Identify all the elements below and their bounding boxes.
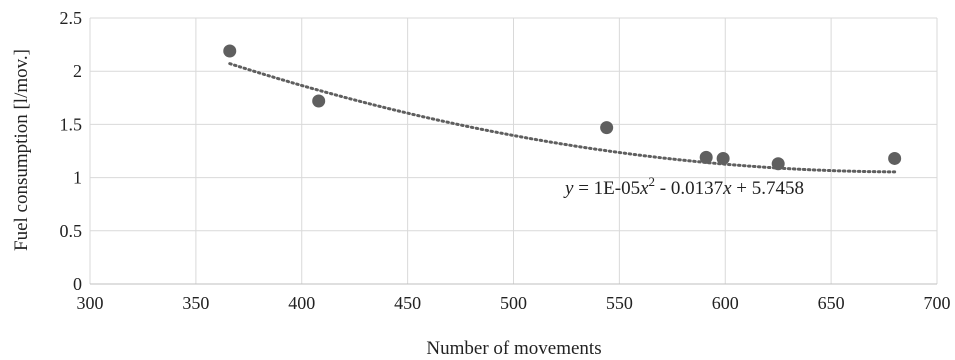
y-axis-title: Fuel consumption [l/mov.] <box>11 49 32 251</box>
tick-labels: 300 350 400 450 500 550 600 650 700 0 0.5 1 1.5 2 2.5 <box>60 8 951 313</box>
data-point-4 <box>716 151 730 165</box>
x-tick-label-3: 450 <box>394 293 421 313</box>
trendline-group <box>228 62 897 174</box>
y-tick-label-5: 2.5 <box>60 8 83 28</box>
x-tick-label-4: 500 <box>500 293 527 313</box>
x-tick-label-1: 350 <box>182 293 209 313</box>
trendline-path <box>228 62 897 174</box>
gridlines <box>89 17 938 284</box>
y-tick-label-2: 1 <box>73 168 82 188</box>
y-tick-label-3: 1.5 <box>60 114 83 134</box>
x-tick-label-7: 650 <box>818 293 845 313</box>
data-points <box>223 44 902 171</box>
data-point-3 <box>699 150 713 164</box>
data-point-5 <box>771 157 785 171</box>
x-tick-label-0: 300 <box>77 293 104 313</box>
x-tick-label-2: 400 <box>288 293 315 313</box>
x-tick-label-5: 550 <box>606 293 633 313</box>
data-point-0 <box>223 44 237 58</box>
y-tick-label-1: 0.5 <box>60 221 83 241</box>
data-point-1 <box>312 94 326 108</box>
y-tick-label-4: 2 <box>73 61 82 81</box>
x-tick-label-8: 700 <box>924 293 951 313</box>
data-point-6 <box>888 151 902 165</box>
x-tick-label-6: 600 <box>712 293 739 313</box>
data-point-2 <box>600 121 614 135</box>
trendline-equation: y = 1E-05x2 - 0.0137x + 5.7458 <box>563 174 804 199</box>
x-axis-title: Number of movements <box>426 338 601 359</box>
y-tick-label-0: 0 <box>73 274 82 294</box>
